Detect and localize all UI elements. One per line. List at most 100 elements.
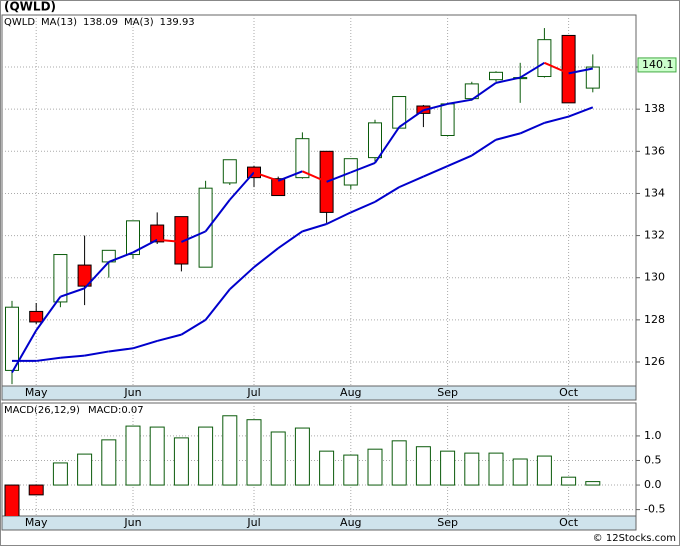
y-tick-label: 0.0 [644,478,662,491]
macd-bar [52,462,68,486]
x-tick-label: May [25,386,48,399]
candle-body [174,216,189,265]
macd-bar [561,476,577,486]
x-tick-label: Jun [123,386,141,399]
legend-value: 138.09 [83,17,118,28]
ma-line [302,223,327,233]
ma-line [398,175,424,189]
macd-bar [173,437,189,486]
ma-line [229,266,255,291]
last-price-label: 140.1 [642,58,674,71]
macd-bar [77,453,93,486]
candle-body [222,159,237,184]
ma-line [180,318,207,336]
candle-body [126,220,140,256]
macd-bar [415,446,431,486]
macd-bar [149,426,165,486]
x-tick-label: Sep [437,386,458,399]
ma-line [519,121,545,135]
x-band [1,385,637,401]
ma-line [302,170,327,183]
y-tick-label: 138 [644,102,665,115]
ma-line [132,238,158,254]
macd-bar [343,454,359,486]
x-tick-label: Aug [340,516,361,529]
macd-bar [536,455,552,486]
x-tick-label: May [25,516,48,529]
ma-line [350,200,376,214]
ma-line [544,61,569,75]
macd-bar [270,431,286,486]
candle-body [271,178,286,197]
ma-line [326,211,352,225]
plot [5,28,600,385]
candle-body [585,66,600,89]
ma-line [108,347,134,353]
y-tick-label: 128 [644,313,665,326]
ma-line [229,171,255,201]
ma-line [374,126,401,164]
ma-line [447,154,473,167]
ma-line [253,247,279,268]
x-tick-label: Aug [340,386,361,399]
candle-body [5,306,19,371]
ma-line [204,288,231,321]
candle-body [295,138,310,179]
candle-body [53,254,68,303]
candle-body [489,71,503,81]
macd-bar [440,450,456,486]
plot [4,415,601,516]
ma-line [35,296,62,331]
macd-bar [294,427,310,486]
legend-value: 139.93 [160,17,195,28]
macd-bar [28,484,44,496]
legend-name: MA(3) [124,17,154,28]
ma-line [60,354,85,359]
candle-body [537,39,552,78]
ma-line [423,102,448,112]
candle-body [150,224,165,243]
macd-label: MACD:0.07 [88,405,144,416]
macd-bar [585,481,601,486]
candle-body [198,187,213,268]
ma-line [60,287,85,298]
macd-bar [222,415,238,486]
ma-line [568,106,594,118]
macd-bar [319,450,335,486]
ma-line [157,238,182,243]
ma-line [544,115,569,124]
ma-line [423,165,448,178]
ma-line [495,132,521,141]
macd-bar [367,448,383,486]
y-tick-label: 1.0 [644,429,662,442]
y-tick-label: 130 [644,271,665,284]
ma-line [568,67,593,75]
x-tick-label: Jun [123,516,141,529]
macd-bar [488,452,504,486]
ma-line [350,161,376,174]
ma-line [277,230,303,250]
ma-line [277,170,303,182]
macd-bar [391,440,407,486]
last-price-tag [637,57,677,73]
ma-line [83,261,110,289]
x-tick-label: Oct [559,386,579,399]
ma-line [495,76,521,84]
candle-body [440,103,455,137]
ma-line [326,171,352,183]
macd-bar [125,425,141,486]
ma-line [519,61,545,79]
macd-bar [464,452,480,486]
ma-line [84,350,109,357]
y-tick-label: 136 [644,144,665,157]
chart-title: (QWLD) [4,0,56,14]
x-band [1,515,637,531]
ma-line [398,109,424,128]
x-tick-label: Sep [437,516,458,529]
ma-line [181,230,206,243]
candle-body [77,264,92,287]
ma-line [471,138,497,157]
macd-title: MACD(26,12,9) [4,405,80,416]
candle-body [29,310,44,323]
